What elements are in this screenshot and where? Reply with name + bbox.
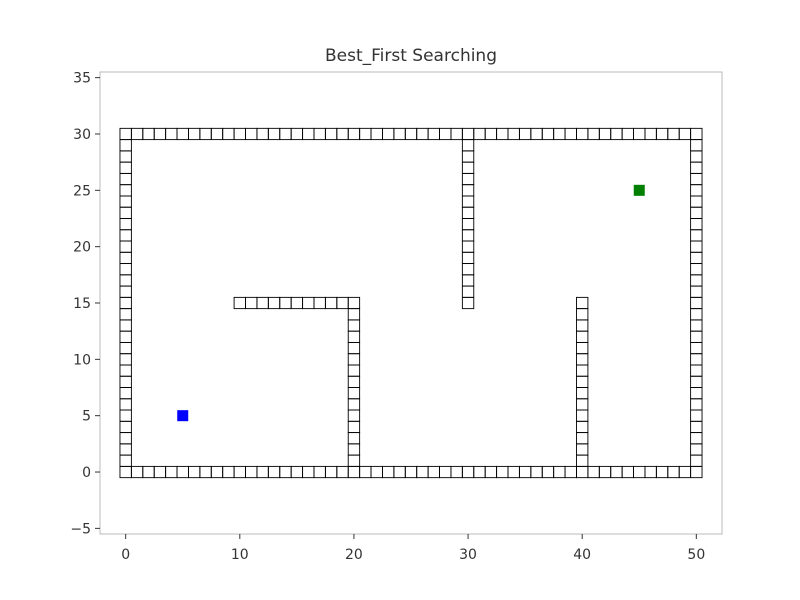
goal-marker xyxy=(633,184,645,196)
x-tick-label: 50 xyxy=(687,547,705,563)
y-tick-label: 15 xyxy=(73,296,91,312)
marker-layer xyxy=(177,184,645,422)
obstacle-cell xyxy=(119,139,132,152)
x-tick-label: 20 xyxy=(345,547,363,563)
x-tick-label: 40 xyxy=(573,547,591,563)
y-tick-label: 35 xyxy=(73,71,91,87)
y-tick-label: 0 xyxy=(82,465,91,481)
y-axis: −5 0 5 10 15 20 25 30 35 xyxy=(70,71,100,537)
y-tick-label: 25 xyxy=(73,183,91,199)
x-tick-label: 0 xyxy=(121,547,130,563)
y-tick-label: −5 xyxy=(70,521,91,537)
x-axis: 0 10 20 30 40 50 xyxy=(121,534,705,563)
chart-title: Best_First Searching xyxy=(325,46,497,66)
start-marker xyxy=(177,410,189,422)
obstacle-cell xyxy=(690,139,703,152)
y-tick-label: 30 xyxy=(73,127,91,143)
obstacle-cell xyxy=(576,296,589,310)
axes-frame xyxy=(99,71,723,535)
obstacle-layer xyxy=(119,127,703,479)
x-tick-label: 30 xyxy=(459,547,477,563)
y-tick-label: 5 xyxy=(82,409,91,425)
y-tick-label: 10 xyxy=(73,352,91,368)
y-tick-label: 20 xyxy=(73,240,91,256)
obstacle-cell xyxy=(347,308,361,321)
x-tick-label: 10 xyxy=(231,547,249,563)
obstacle-cell xyxy=(461,139,475,152)
